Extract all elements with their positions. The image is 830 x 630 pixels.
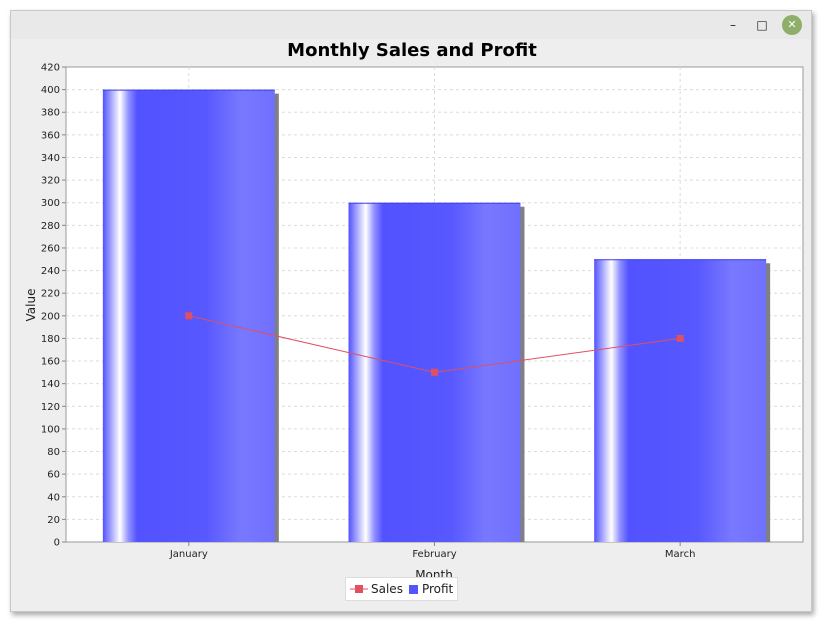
- y-tick-label: 240: [41, 266, 60, 277]
- y-tick-label: 420: [41, 63, 60, 74]
- y-tick-label: 60: [47, 470, 60, 481]
- sales-line-swatch: [350, 585, 368, 593]
- x-tick-label: February: [412, 549, 456, 560]
- y-tick-label: 320: [41, 176, 60, 187]
- sales-point-march: [676, 334, 684, 342]
- bar-march: [594, 259, 767, 542]
- chart-title: Monthly Sales and Profit: [287, 40, 537, 61]
- y-tick-label: 20: [47, 515, 60, 526]
- close-button[interactable]: ✕: [782, 15, 802, 35]
- y-tick-label: 40: [47, 492, 60, 503]
- title-bar: – □ ✕: [11, 11, 811, 39]
- y-tick-label: 160: [41, 357, 60, 368]
- y-tick-label: 340: [41, 153, 60, 164]
- x-axis: January February March: [169, 542, 695, 560]
- legend: Sales Profit: [345, 577, 459, 601]
- y-tick-label: 360: [41, 130, 60, 141]
- x-tick-label: March: [665, 549, 695, 560]
- maximize-button[interactable]: □: [756, 18, 768, 32]
- x-tick-label: January: [169, 549, 208, 560]
- legend-label-sales: Sales: [371, 582, 403, 596]
- y-tick-label: 220: [41, 289, 60, 300]
- close-icon: ✕: [787, 18, 797, 31]
- y-tick-label: 260: [41, 243, 60, 254]
- minimize-button[interactable]: –: [730, 18, 736, 32]
- y-axis-label: Value: [24, 289, 38, 322]
- y-tick-label: 200: [41, 311, 60, 322]
- y-tick-label: 300: [41, 198, 60, 209]
- legend-label-profit: Profit: [421, 582, 454, 596]
- y-tick-label: 280: [41, 221, 60, 232]
- y-tick-label: 100: [41, 424, 60, 435]
- y-tick-label: 380: [41, 108, 60, 119]
- y-axis: 0 20 40 60 80 100 120 140 160 180 200 220 240 260 280 3…: [41, 63, 66, 549]
- profit-bar-swatch: [408, 585, 418, 594]
- y-tick-label: 80: [47, 447, 60, 458]
- sales-line: [185, 312, 684, 376]
- y-tick-label: 140: [41, 379, 60, 390]
- sales-point-february: [431, 368, 438, 376]
- legend-item-profit: Profit: [408, 582, 454, 596]
- y-tick-label: 120: [41, 402, 60, 413]
- y-tick-label: 180: [41, 334, 60, 345]
- y-tick-label: 0: [54, 538, 60, 549]
- legend-item-sales: Sales: [350, 582, 403, 596]
- sales-point-january: [185, 312, 193, 320]
- y-tick-label: 400: [41, 85, 60, 96]
